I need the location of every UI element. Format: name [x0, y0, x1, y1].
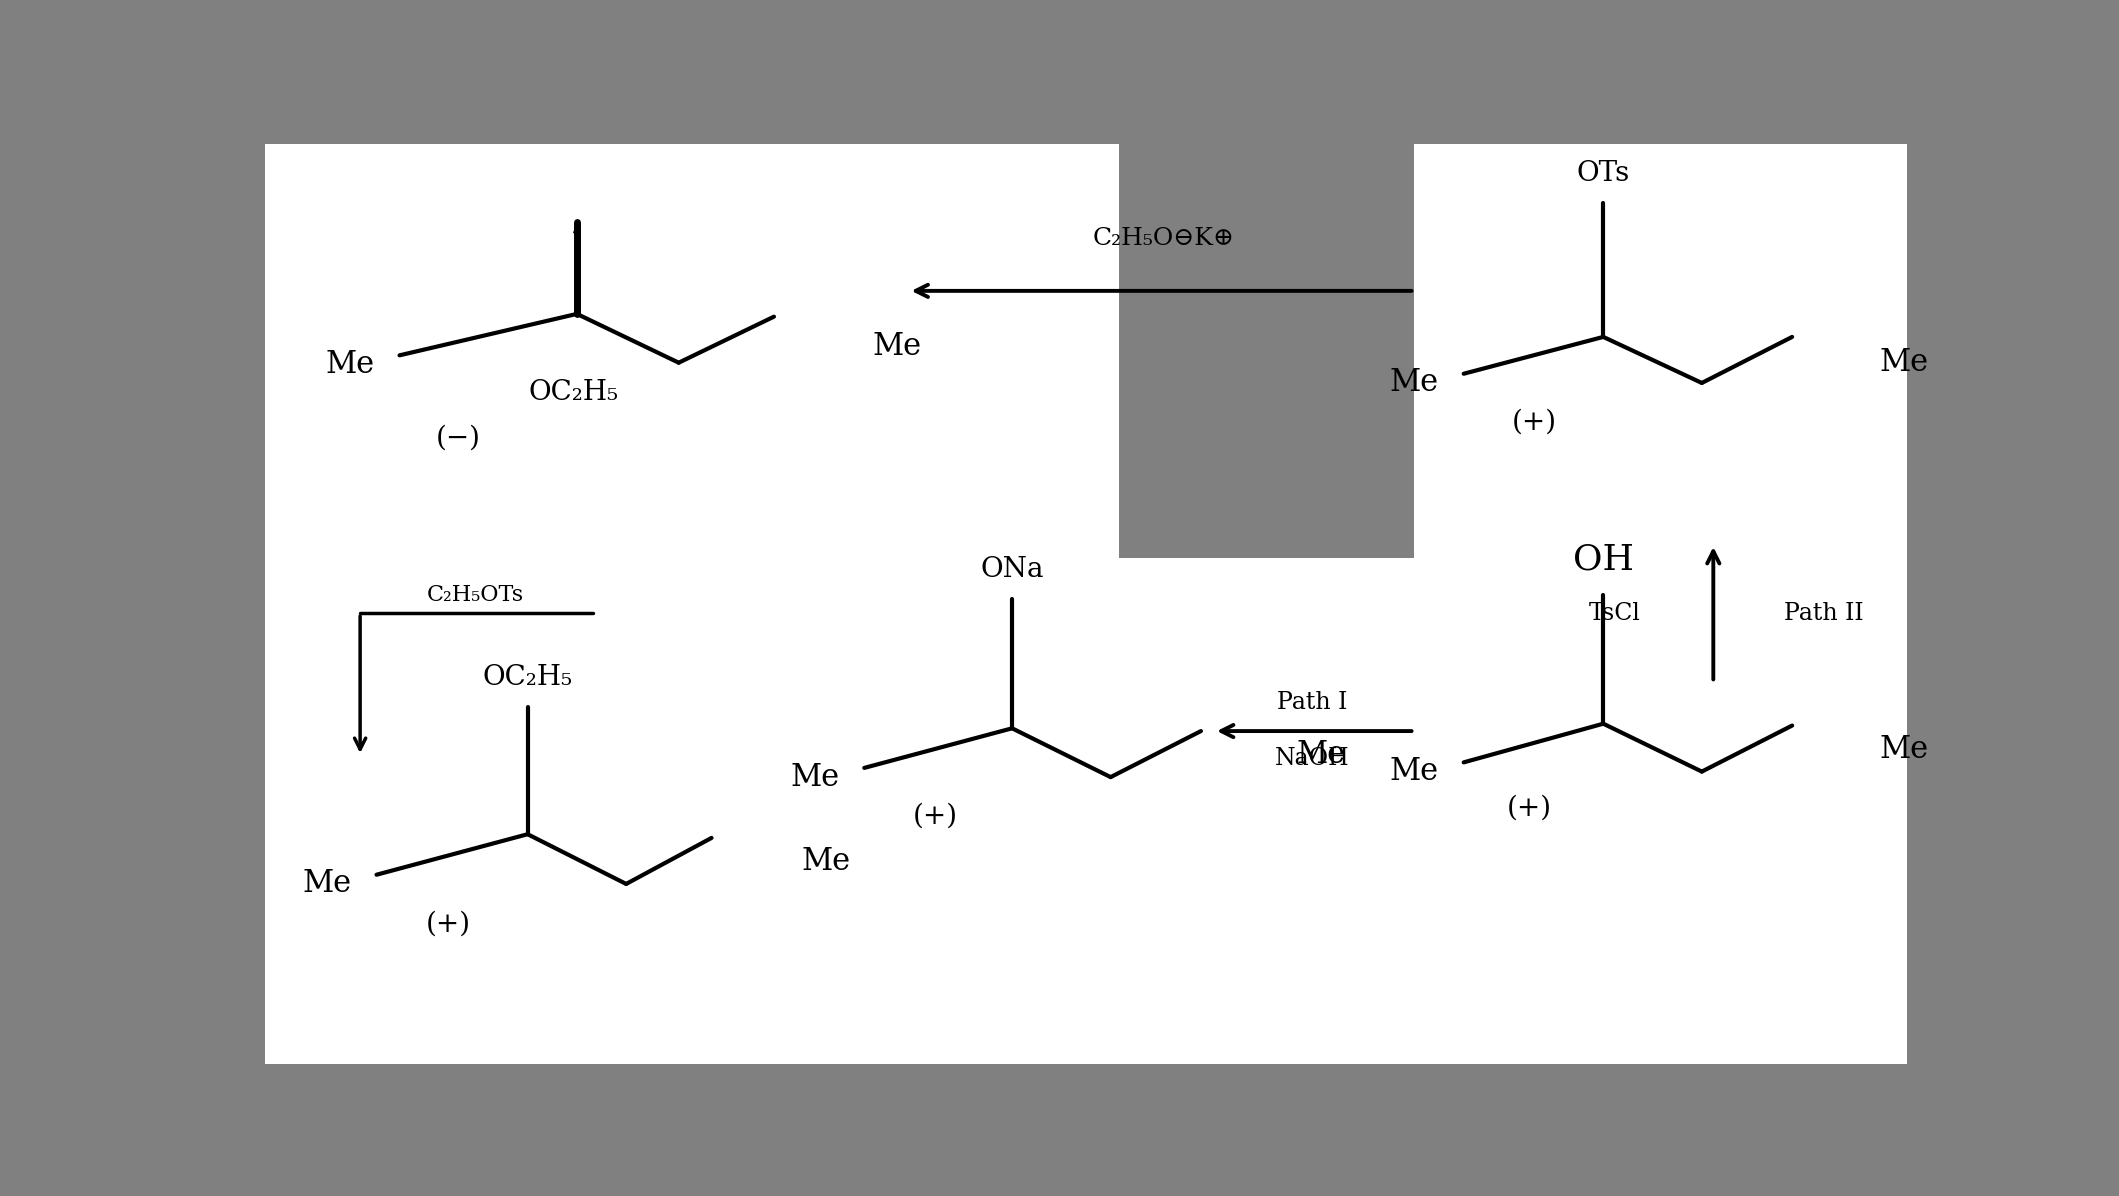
Text: Me: Me: [790, 762, 839, 793]
Text: Me: Me: [873, 330, 922, 361]
Text: Me: Me: [1880, 347, 1928, 378]
Text: (−): (−): [437, 425, 481, 452]
Text: OTs: OTs: [1577, 160, 1630, 187]
Text: (+): (+): [1507, 795, 1551, 822]
Text: NaOH: NaOH: [1276, 748, 1350, 770]
Text: Me: Me: [303, 868, 352, 899]
Text: Me: Me: [326, 349, 375, 380]
Text: (+): (+): [426, 911, 470, 938]
Text: Me: Me: [1390, 756, 1439, 787]
Text: ONa: ONa: [981, 556, 1045, 582]
Text: OC₂H₅: OC₂H₅: [483, 664, 572, 690]
Polygon shape: [1415, 557, 1907, 1064]
Text: C₂H₅O⊖K⊕: C₂H₅O⊖K⊕: [1091, 227, 1233, 250]
Text: TsCl: TsCl: [1589, 602, 1640, 624]
Polygon shape: [265, 557, 725, 1064]
Text: (+): (+): [913, 803, 958, 829]
Text: OC₂H₅: OC₂H₅: [528, 379, 619, 405]
Text: Me: Me: [1297, 739, 1346, 769]
Text: OH: OH: [1572, 542, 1634, 576]
Polygon shape: [1415, 144, 1907, 557]
Text: (+): (+): [1511, 409, 1557, 437]
Text: Me: Me: [1880, 734, 1928, 765]
Polygon shape: [265, 144, 1119, 557]
Text: Path II: Path II: [1784, 602, 1863, 624]
Text: Me: Me: [801, 847, 852, 878]
Polygon shape: [725, 438, 1415, 1064]
Text: Me: Me: [1390, 367, 1439, 398]
Text: C₂H₅OTs: C₂H₅OTs: [426, 584, 523, 605]
Text: Path I: Path I: [1278, 691, 1348, 714]
